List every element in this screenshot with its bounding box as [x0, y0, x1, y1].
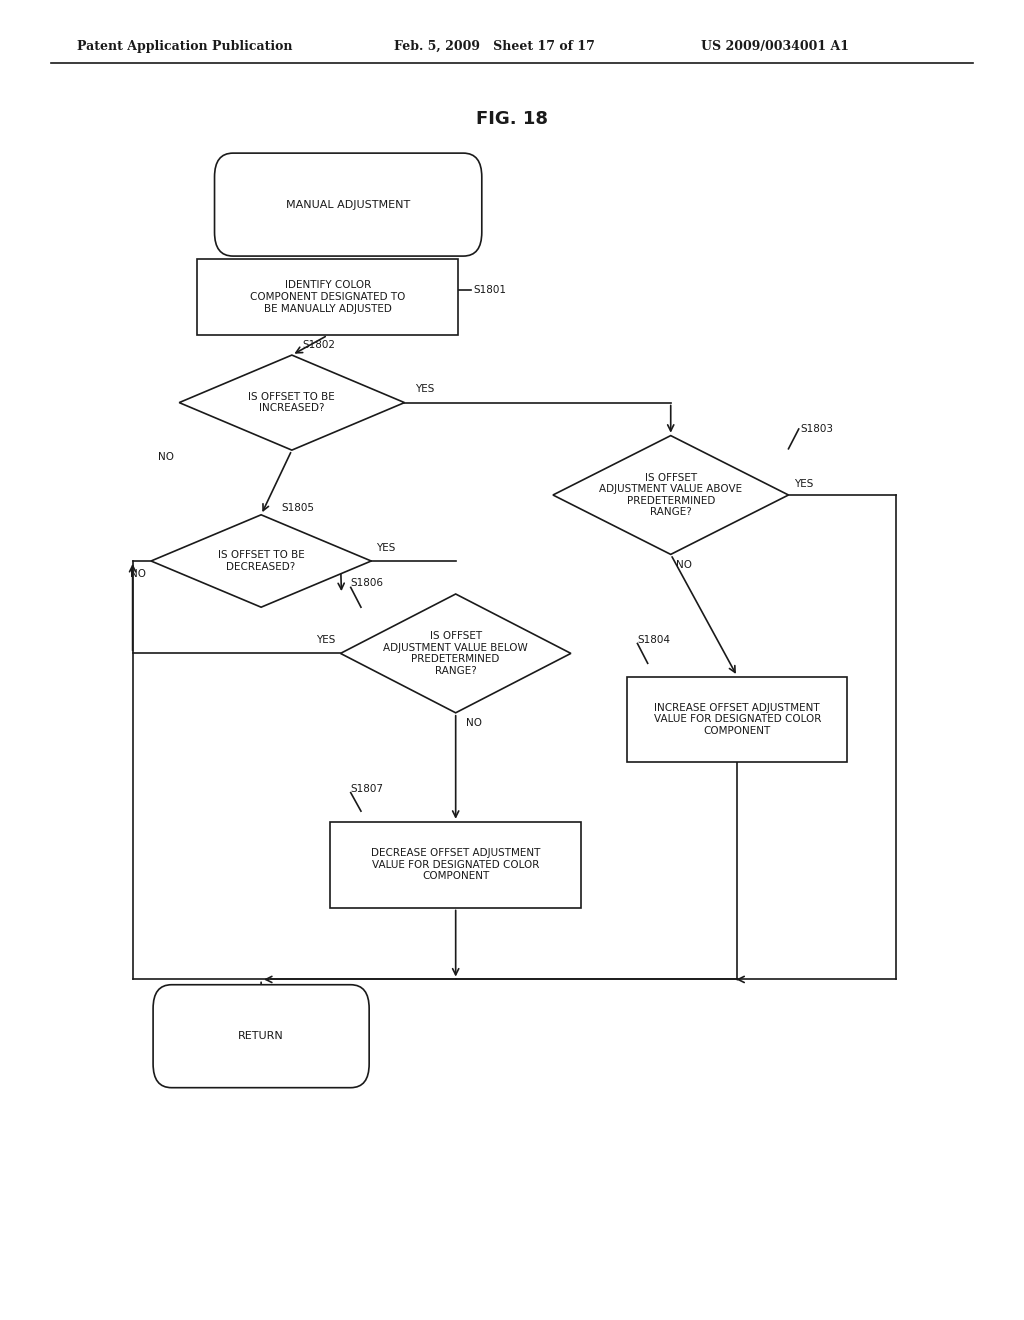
Text: Feb. 5, 2009   Sheet 17 of 17: Feb. 5, 2009 Sheet 17 of 17	[394, 40, 595, 53]
Text: YES: YES	[377, 543, 395, 553]
Text: US 2009/0034001 A1: US 2009/0034001 A1	[701, 40, 850, 53]
Text: YES: YES	[415, 384, 434, 395]
Text: DECREASE OFFSET ADJUSTMENT
VALUE FOR DESIGNATED COLOR
COMPONENT: DECREASE OFFSET ADJUSTMENT VALUE FOR DES…	[371, 847, 541, 882]
Text: S1806: S1806	[350, 578, 384, 589]
Text: NO: NO	[130, 569, 146, 579]
Text: YES: YES	[316, 635, 336, 645]
Text: S1805: S1805	[282, 503, 314, 513]
Text: MANUAL ADJUSTMENT: MANUAL ADJUSTMENT	[286, 199, 411, 210]
Bar	[330, 821, 582, 908]
Text: Patent Application Publication: Patent Application Publication	[77, 40, 292, 53]
Polygon shape	[179, 355, 404, 450]
Text: S1802: S1802	[302, 339, 335, 350]
Polygon shape	[152, 515, 371, 607]
Text: S1801: S1801	[473, 285, 507, 296]
Text: RETURN: RETURN	[239, 1031, 284, 1041]
Text: NO: NO	[158, 451, 174, 462]
Text: IDENTIFY COLOR
COMPONENT DESIGNATED TO
BE MANUALLY ADJUSTED: IDENTIFY COLOR COMPONENT DESIGNATED TO B…	[250, 280, 406, 314]
Bar	[197, 259, 459, 335]
Text: YES: YES	[794, 479, 813, 490]
Text: IS OFFSET TO BE
INCREASED?: IS OFFSET TO BE INCREASED?	[249, 392, 335, 413]
Text: NO: NO	[676, 560, 692, 570]
Text: FIG. 18: FIG. 18	[476, 110, 548, 128]
Text: IS OFFSET
ADJUSTMENT VALUE BELOW
PREDETERMINED
RANGE?: IS OFFSET ADJUSTMENT VALUE BELOW PREDETE…	[383, 631, 528, 676]
Polygon shape	[553, 436, 788, 554]
Text: IS OFFSET
ADJUSTMENT VALUE ABOVE
PREDETERMINED
RANGE?: IS OFFSET ADJUSTMENT VALUE ABOVE PREDETE…	[599, 473, 742, 517]
Text: S1807: S1807	[350, 784, 384, 793]
Text: S1803: S1803	[801, 424, 834, 434]
Text: NO: NO	[466, 718, 482, 729]
Text: INCREASE OFFSET ADJUSTMENT
VALUE FOR DESIGNATED COLOR
COMPONENT: INCREASE OFFSET ADJUSTMENT VALUE FOR DES…	[653, 702, 821, 737]
Text: S1804: S1804	[637, 635, 671, 644]
Polygon shape	[340, 594, 571, 713]
FancyBboxPatch shape	[154, 985, 370, 1088]
FancyBboxPatch shape	[215, 153, 482, 256]
Bar	[627, 677, 847, 763]
Text: IS OFFSET TO BE
DECREASED?: IS OFFSET TO BE DECREASED?	[218, 550, 304, 572]
